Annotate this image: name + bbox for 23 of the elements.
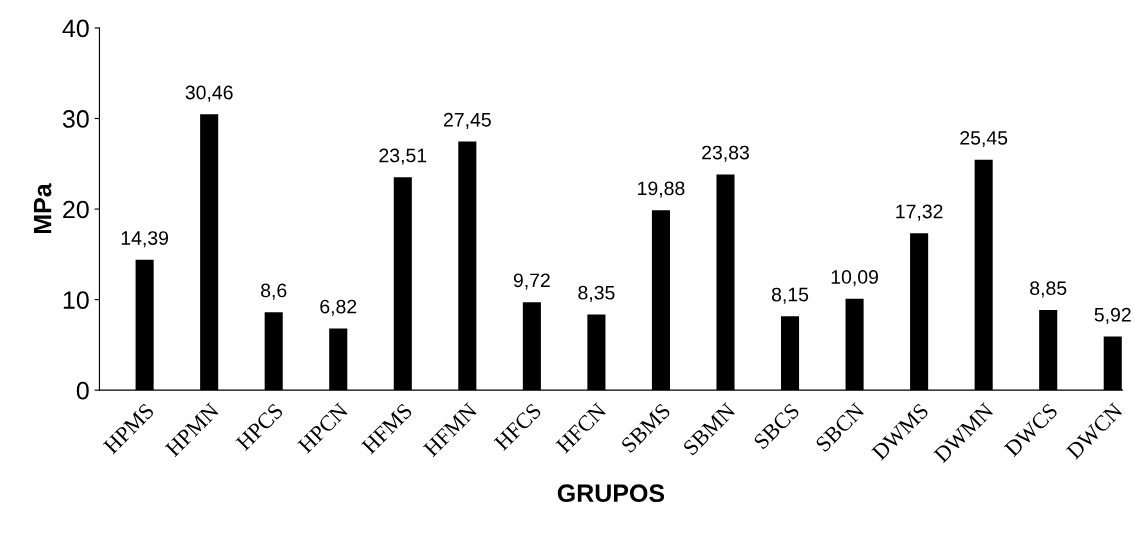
data-label: 30,46	[185, 85, 233, 102]
data-label: 8,6	[261, 283, 287, 300]
y-tick-label: 20	[63, 200, 89, 219]
data-label: 19,88	[638, 181, 685, 198]
x-axis-title: GRUPOS	[557, 484, 665, 503]
y-tick-label: 10	[63, 291, 89, 309]
data-label: 8,85	[1030, 281, 1067, 298]
data-label: 23,51	[379, 148, 427, 165]
data-label: 23,83	[702, 145, 749, 162]
y-tick-label: 40	[62, 19, 89, 38]
data-label: 5,92	[1094, 307, 1131, 324]
data-label: 8,15	[771, 287, 809, 304]
data-label: 25,45	[960, 130, 1008, 148]
data-label: 8,35	[578, 285, 615, 302]
data-label: 14,39	[121, 231, 169, 248]
y-tick-label: 30	[62, 110, 89, 128]
data-label: 9,72	[513, 273, 550, 290]
data-label: 27,45	[443, 112, 491, 129]
y-axis-title: MPa	[33, 183, 52, 234]
data-label: 10,09	[831, 270, 878, 287]
data-label: 17,32	[896, 204, 943, 221]
data-label: 6,82	[320, 299, 357, 316]
y-tick-label: 0	[76, 381, 89, 400]
